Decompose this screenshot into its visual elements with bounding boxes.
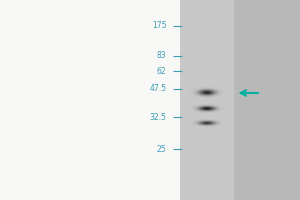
Text: 47.5: 47.5 [149,84,167,93]
Text: 83: 83 [157,51,166,60]
Text: 62: 62 [157,66,166,75]
Text: 32.5: 32.5 [150,112,166,121]
Bar [180,0,234,200]
Text: 175: 175 [152,21,166,30]
Text: 25: 25 [157,144,166,154]
Bar [0,0,180,200]
Bar [180,0,300,200]
